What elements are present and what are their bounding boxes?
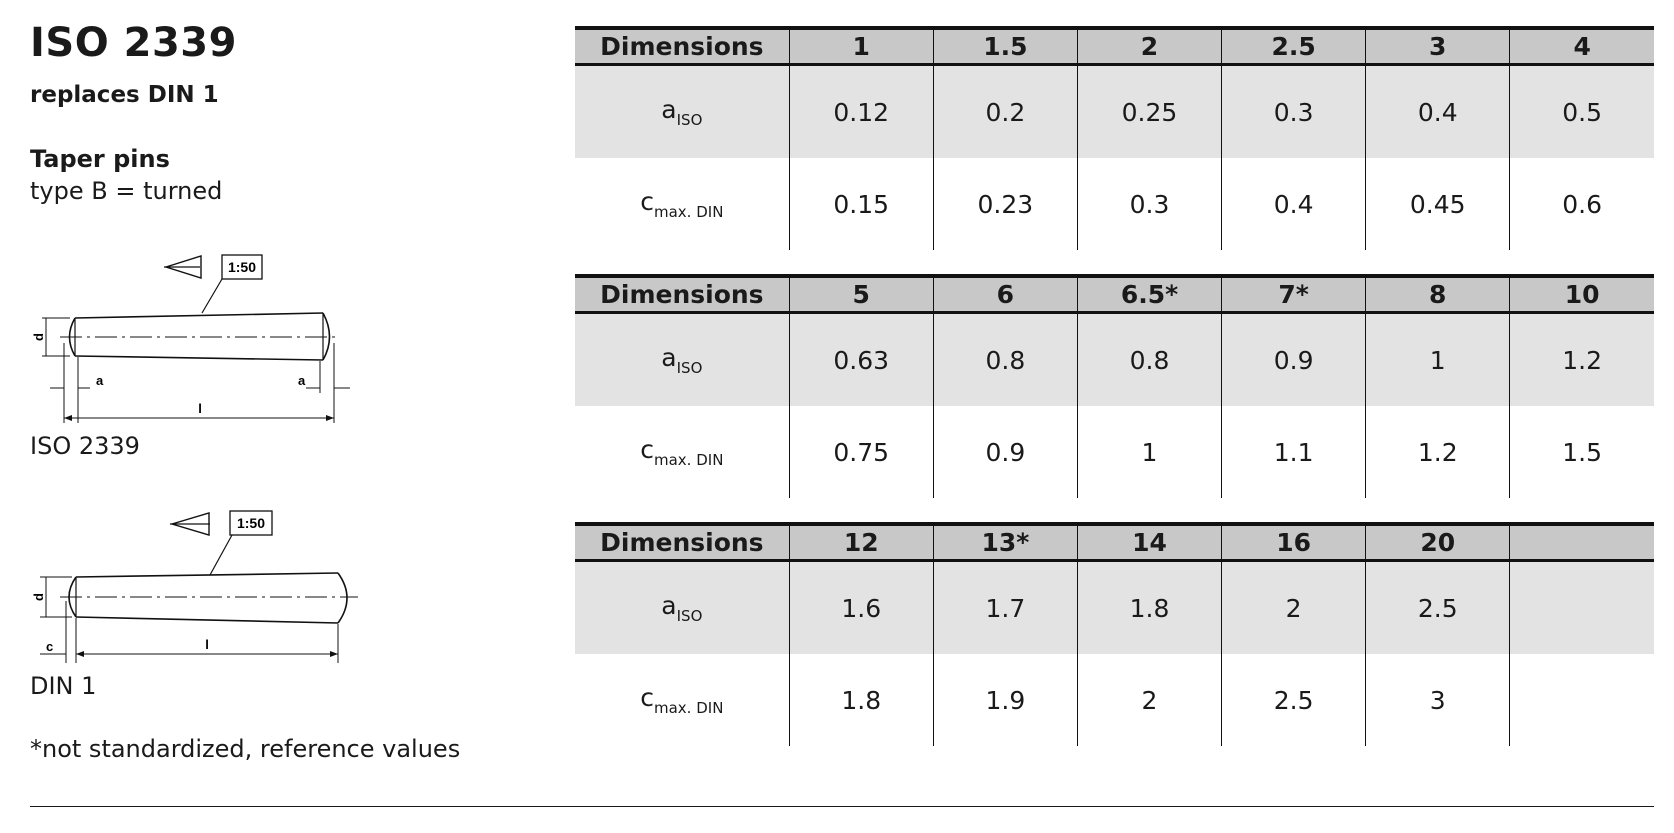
iso-dim-l: l [198,401,202,416]
table-cell: 1 [1365,312,1510,406]
din-drawing-caption: DIN 1 [30,672,97,700]
iso-taper-pin-drawing: 1:50 d a a l [20,245,360,429]
row-label-a-iso: aISO [575,64,790,158]
table-row-a-iso: aISO 1.6 1.7 1.8 2 2.5 [575,560,1654,654]
size-header: 16 [1221,522,1366,562]
table-cell: 0.8 [932,312,1078,406]
table-cell: 2.5 [1365,560,1510,654]
table-cell: 1.5 [1509,406,1654,498]
table-row-c-max-din: cmax. DIN 1.8 1.9 2 2.5 3 [575,654,1654,746]
header-dimensions: Dimensions [575,274,790,314]
table-cell: 2 [1076,654,1222,746]
table-header-row: Dimensions 12 13* 14 16 20 [575,522,1654,562]
table-cell: 1.6 [788,560,934,654]
table-cell: 0.9 [932,406,1078,498]
table-cell: 1.2 [1365,406,1510,498]
table-header-row: Dimensions 1 1.5 2 2.5 3 4 [575,26,1654,66]
table-cell: 0.3 [1076,158,1222,250]
table-cell: 2.5 [1221,654,1366,746]
table-cell: 1.7 [932,560,1078,654]
size-header: 3 [1365,26,1510,66]
table-cell: 0.63 [788,312,934,406]
bottom-divider [30,806,1654,807]
type-description: type B = turned [30,177,223,205]
dimensions-table-3: Dimensions 12 13* 14 16 20 aISO 1.6 1.7 … [575,522,1654,746]
dimensions-table-2: Dimensions 5 6 6.5* 7* 8 10 aISO 0.63 0.… [575,274,1654,498]
table-cell: 0.45 [1365,158,1510,250]
table-cell [1509,560,1654,654]
size-header: 6 [932,274,1078,314]
table-cell: 0.3 [1221,64,1366,158]
din-dim-d: d [31,593,46,601]
row-label-c-max-din: cmax. DIN [575,654,790,746]
footnote: *not standardized, reference values [30,735,461,763]
size-header: 7* [1221,274,1366,314]
table-cell: 0.25 [1076,64,1222,158]
table-cell [1509,654,1654,746]
size-header: 14 [1076,522,1222,562]
size-header: 13* [932,522,1078,562]
row-label-a-iso: aISO [575,560,790,654]
table-row-c-max-din: cmax. DIN 0.75 0.9 1 1.1 1.2 1.5 [575,406,1654,498]
header-dimensions: Dimensions [575,522,790,562]
size-header: 2 [1076,26,1222,66]
size-header: 1 [788,26,934,66]
size-header: 4 [1509,26,1654,66]
dimensions-table-1: Dimensions 1 1.5 2 2.5 3 4 aISO 0.12 0.2… [575,26,1654,250]
section-heading: Taper pins [30,145,170,173]
table-cell: 0.9 [1221,312,1366,406]
size-header: 10 [1509,274,1654,314]
size-header: 5 [788,274,934,314]
iso-dim-a-right: a [298,373,306,388]
table-cell: 0.8 [1076,312,1222,406]
table-cell: 3 [1365,654,1510,746]
size-header: 2.5 [1221,26,1366,66]
table-cell: 0.23 [932,158,1078,250]
table-cell: 1.9 [932,654,1078,746]
table-cell: 0.4 [1365,64,1510,158]
table-row-a-iso: aISO 0.63 0.8 0.8 0.9 1 1.2 [575,312,1654,406]
size-header: 20 [1365,522,1510,562]
table-header-row: Dimensions 5 6 6.5* 7* 8 10 [575,274,1654,314]
page-title: ISO 2339 [30,20,237,66]
table-cell: 0.5 [1509,64,1654,158]
din-dim-c: c [46,639,53,654]
row-label-a-iso: aISO [575,312,790,406]
size-header: 8 [1365,274,1510,314]
table-cell: 1.2 [1509,312,1654,406]
row-label-c-max-din: cmax. DIN [575,158,790,250]
table-row-c-max-din: cmax. DIN 0.15 0.23 0.3 0.4 0.45 0.6 [575,158,1654,250]
table-cell: 0.2 [932,64,1078,158]
iso-dim-a-left: a [96,373,104,388]
table-cell: 2 [1221,560,1366,654]
din-taper-pin-drawing: 1:50 d c l [20,505,360,669]
iso-dim-d: d [31,333,46,341]
table-cell: 1 [1076,406,1222,498]
table-cell: 0.15 [788,158,934,250]
table-cell: 0.4 [1221,158,1366,250]
table-cell: 1.8 [1076,560,1222,654]
table-row-a-iso: aISO 0.12 0.2 0.25 0.3 0.4 0.5 [575,64,1654,158]
page-subtitle: replaces DIN 1 [30,82,219,108]
size-header: 12 [788,522,934,562]
size-header [1509,522,1654,562]
size-header: 1.5 [932,26,1078,66]
size-header: 6.5* [1076,274,1222,314]
din-dim-l: l [205,637,209,652]
table-cell: 0.75 [788,406,934,498]
din-taper-ratio-label: 1:50 [237,515,265,531]
table-cell: 1.8 [788,654,934,746]
header-dimensions: Dimensions [575,26,790,66]
iso-taper-ratio-label: 1:50 [228,259,256,275]
iso-drawing-caption: ISO 2339 [30,432,140,460]
table-cell: 1.1 [1221,406,1366,498]
table-cell: 0.6 [1509,158,1654,250]
table-cell: 0.12 [788,64,934,158]
row-label-c-max-din: cmax. DIN [575,406,790,498]
